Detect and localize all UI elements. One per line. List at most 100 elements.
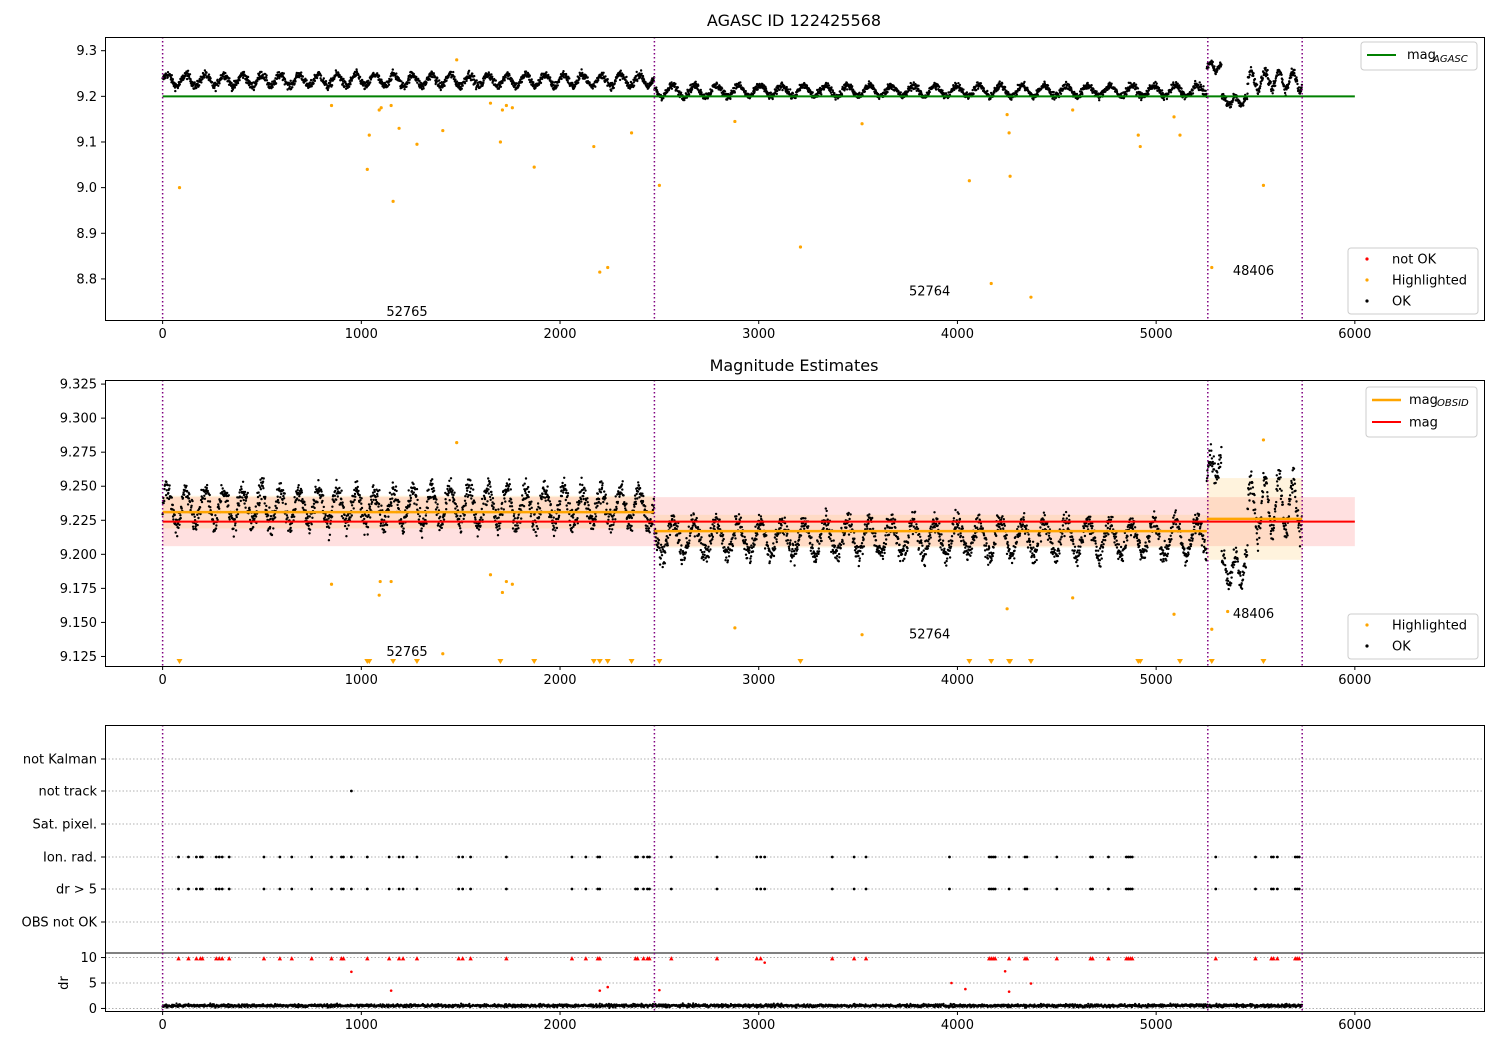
ok-point xyxy=(379,524,382,527)
ok-point xyxy=(1064,80,1068,84)
ok-point xyxy=(569,524,572,527)
ok-point xyxy=(425,81,428,85)
ok-point xyxy=(563,476,566,479)
ok-point xyxy=(568,502,572,505)
ok-point xyxy=(342,77,345,81)
ok-point xyxy=(360,502,363,505)
ok-point xyxy=(453,498,456,502)
ok-point xyxy=(363,87,366,91)
ok-point xyxy=(181,496,185,500)
ok-point xyxy=(932,86,935,89)
ok-point xyxy=(454,78,457,81)
ok-point xyxy=(198,506,202,509)
ok-point xyxy=(278,487,281,490)
ok-point xyxy=(566,508,569,511)
ok-point xyxy=(449,477,453,480)
ok-point xyxy=(917,84,920,87)
ok-point xyxy=(236,81,240,85)
ok-point xyxy=(210,513,214,516)
ok-point xyxy=(322,494,325,497)
ok-point xyxy=(289,79,292,83)
ok-point xyxy=(461,84,464,88)
ok-point xyxy=(473,74,476,78)
ok-point xyxy=(556,84,559,87)
highlighted-point xyxy=(329,103,334,108)
ok-point xyxy=(238,491,241,494)
ok-point xyxy=(167,491,170,495)
highlighted-point xyxy=(500,108,505,112)
ok-point xyxy=(555,86,558,89)
ok-point xyxy=(283,492,286,495)
ok-point xyxy=(239,499,242,503)
ok-point xyxy=(434,508,438,511)
ok-point xyxy=(350,79,353,82)
ok-point xyxy=(510,501,513,504)
ok-point xyxy=(1003,85,1007,89)
ok-point xyxy=(415,75,418,79)
ok-point xyxy=(771,97,774,101)
x-tick-label: 2000 xyxy=(543,327,576,342)
ok-point xyxy=(453,75,456,79)
ok-point xyxy=(524,477,528,480)
ok-point xyxy=(301,498,304,501)
ok-point xyxy=(1081,92,1084,96)
ok-point xyxy=(1147,92,1150,96)
ok-point xyxy=(571,516,575,519)
ok-point xyxy=(849,83,853,86)
ok-point xyxy=(529,502,532,506)
ok-point xyxy=(557,80,561,84)
ok-point xyxy=(492,506,495,509)
ok-point xyxy=(1133,82,1136,85)
ok-point xyxy=(469,479,472,482)
ok-point xyxy=(235,515,238,519)
ok-point xyxy=(729,97,732,101)
ok-point xyxy=(559,500,562,503)
ok-point xyxy=(219,500,223,503)
ok-point xyxy=(274,504,277,508)
ok-point xyxy=(285,514,289,517)
ok-point xyxy=(340,77,343,80)
x-tick-label: 5000 xyxy=(1140,327,1173,342)
ok-point xyxy=(1253,77,1257,81)
ok-point xyxy=(508,74,511,77)
ok-point xyxy=(1092,88,1095,91)
ok-point xyxy=(539,78,542,81)
ok-point xyxy=(986,89,989,93)
ok-point xyxy=(308,81,312,84)
ok-point xyxy=(213,86,216,90)
ok-point xyxy=(538,507,542,510)
ok-point xyxy=(972,92,975,96)
highlighted-point xyxy=(510,106,514,110)
ok-point xyxy=(1266,73,1269,77)
ok-point xyxy=(863,90,867,93)
ok-point xyxy=(535,508,539,511)
ok-point xyxy=(204,73,207,77)
ok-point xyxy=(191,499,194,503)
ok-point xyxy=(539,76,542,79)
ok-point xyxy=(265,76,268,80)
ok-point xyxy=(944,92,948,95)
ok-point xyxy=(267,514,270,517)
ok-point xyxy=(549,76,552,79)
legend-subscript-agasc: AGASC xyxy=(1432,54,1468,65)
ok-point xyxy=(1258,87,1262,90)
ok-point xyxy=(270,533,274,537)
ok-point xyxy=(827,84,831,87)
ok-point xyxy=(532,528,536,531)
ok-point xyxy=(564,498,567,502)
ok-point xyxy=(524,72,527,75)
ok-point xyxy=(274,516,277,519)
ok-point xyxy=(775,89,779,93)
ok-point xyxy=(910,89,913,93)
ok-point xyxy=(491,497,495,500)
ok-point xyxy=(453,491,456,494)
ok-point xyxy=(409,494,412,497)
ok-point xyxy=(363,517,366,521)
ok-point xyxy=(482,79,485,82)
ok-point xyxy=(733,91,736,94)
ok-point xyxy=(549,503,552,506)
ok-point xyxy=(196,523,199,527)
legend-label: OK xyxy=(1392,295,1411,310)
ok-point xyxy=(415,494,418,498)
ok-point xyxy=(282,72,285,75)
